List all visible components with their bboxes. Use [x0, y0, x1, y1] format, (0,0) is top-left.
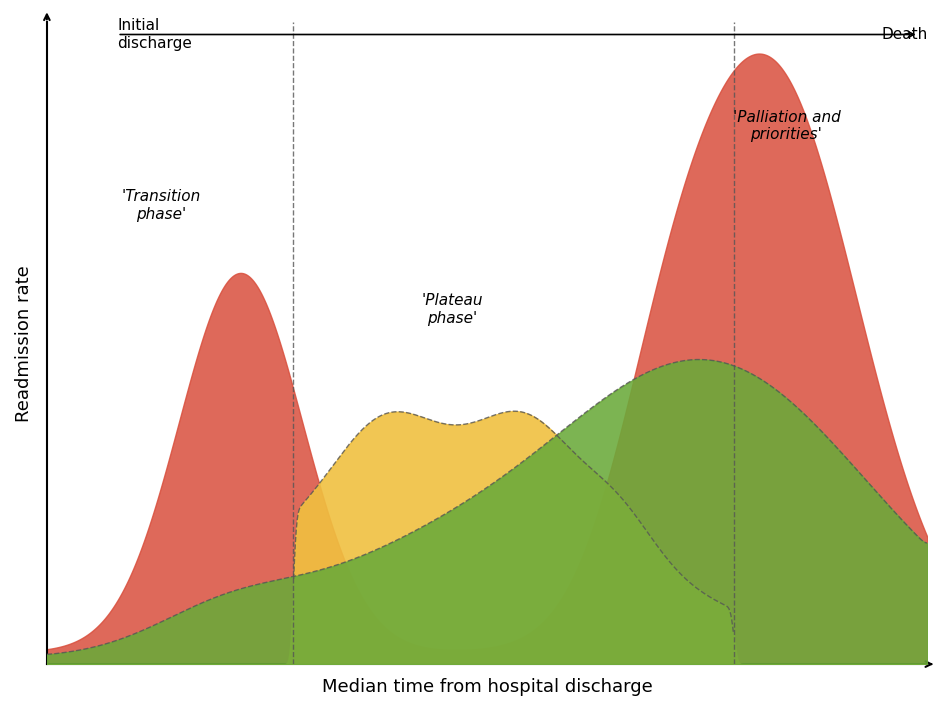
X-axis label: Median time from hospital discharge: Median time from hospital discharge [322, 678, 653, 696]
Text: 'Palliation and
priorities': 'Palliation and priorities' [732, 110, 840, 142]
Text: 'Plateau
phase': 'Plateau phase' [421, 294, 482, 326]
Y-axis label: Readmission rate: Readmission rate [15, 264, 33, 422]
Text: Initial
discharge: Initial discharge [117, 18, 192, 50]
Text: Death: Death [881, 27, 927, 42]
Text: 'Transition
phase': 'Transition phase' [122, 189, 201, 222]
